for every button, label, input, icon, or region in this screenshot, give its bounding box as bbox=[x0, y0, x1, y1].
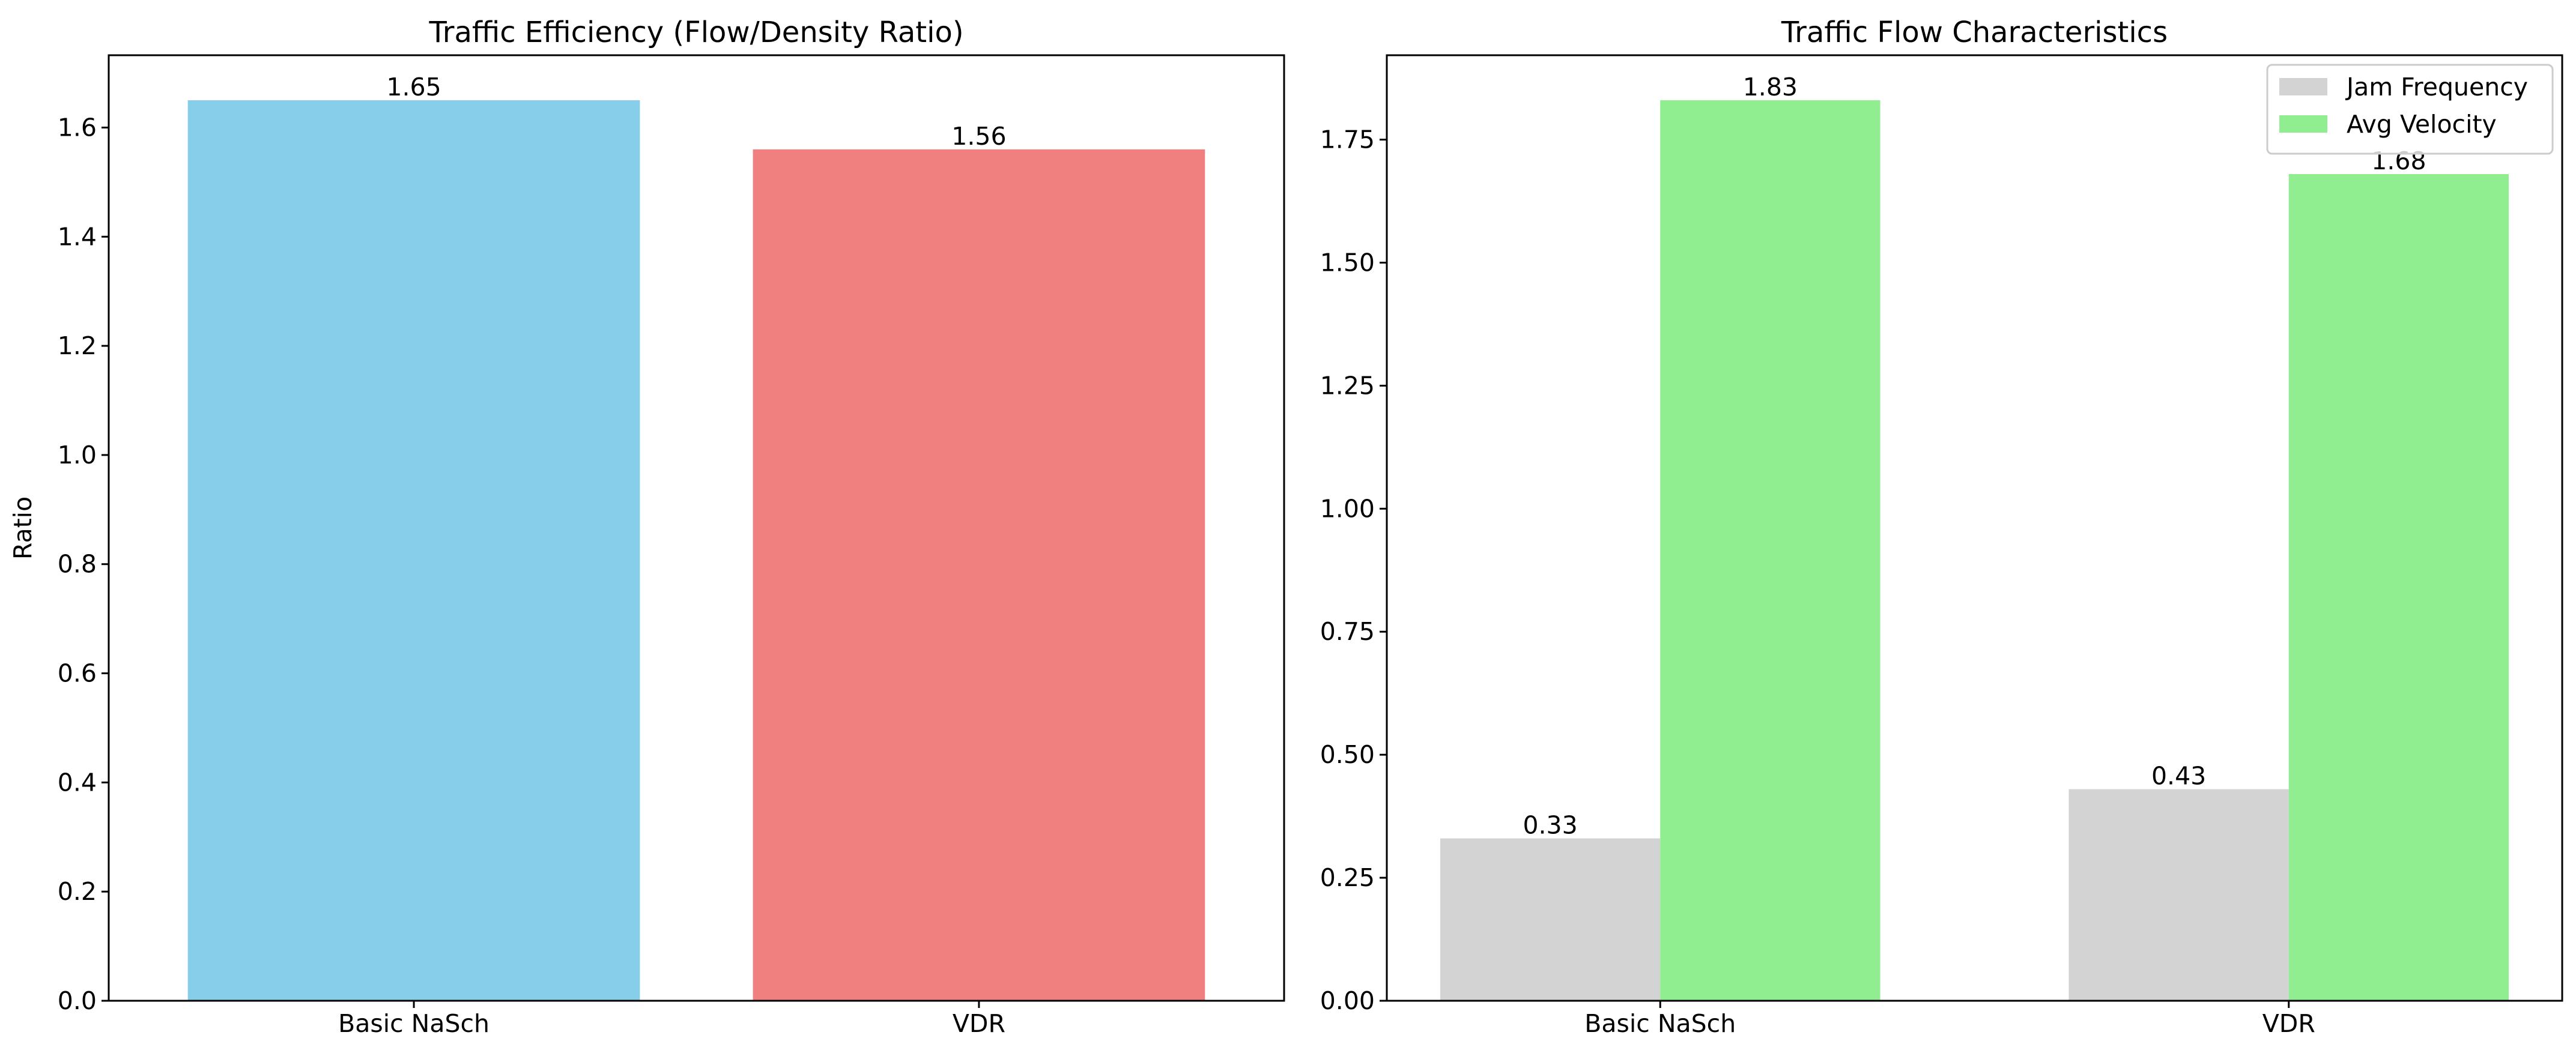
y-tick-label: 0.2 bbox=[58, 877, 97, 906]
chart-title: Traffic Efficiency (Flow/Density Ratio) bbox=[428, 16, 963, 49]
y-tick-label: 0.0 bbox=[58, 986, 97, 1015]
y-tick-label: 0.75 bbox=[1320, 617, 1375, 646]
legend-label: Jam Frequency bbox=[2345, 73, 2528, 101]
y-tick-label: 0.6 bbox=[58, 659, 97, 688]
efficiency-chart: 0.0 0.2 0.4 0.6 0.8 1.0 1.2 1.4 1.6 Traffic Effic… bbox=[8, 16, 1285, 1038]
legend-item: Avg Velocity bbox=[2279, 110, 2497, 139]
bar-value-label: 1.65 bbox=[386, 73, 441, 101]
legend-item: Jam Frequency bbox=[2279, 73, 2528, 101]
x-tick-label: Basic NaSch bbox=[1584, 1009, 1736, 1038]
plot-frame bbox=[108, 54, 1285, 1002]
legend-frame bbox=[2266, 64, 2554, 155]
x-tick-label: VDR bbox=[953, 1009, 1005, 1038]
bar bbox=[1660, 100, 1880, 1001]
bar bbox=[753, 149, 1205, 1001]
y-tick-label: 1.2 bbox=[58, 331, 97, 360]
bar-value-label: 1.83 bbox=[1743, 73, 1798, 101]
y-tick-label: 0.8 bbox=[58, 550, 97, 579]
y-axis-label: Ratio bbox=[8, 496, 37, 560]
bar-value-label: 1.56 bbox=[951, 122, 1006, 151]
y-tick-label: 0.25 bbox=[1320, 863, 1375, 892]
y-tick-label: 1.25 bbox=[1320, 371, 1375, 400]
bar bbox=[187, 100, 640, 1001]
bar bbox=[2288, 173, 2509, 1001]
y-tick-label: 1.6 bbox=[58, 113, 97, 142]
x-tick-label: Basic NaSch bbox=[338, 1009, 489, 1038]
bar-value-label: 0.43 bbox=[2151, 762, 2206, 791]
legend-swatch bbox=[2279, 78, 2327, 95]
y-tick-label: 0.00 bbox=[1320, 986, 1375, 1015]
y-tick-label: 0.50 bbox=[1320, 740, 1375, 769]
plot-frame bbox=[1386, 54, 2563, 1002]
legend-label: Avg Velocity bbox=[2347, 110, 2497, 139]
y-tick-label: 1.50 bbox=[1320, 248, 1375, 277]
y-tick-label: 1.0 bbox=[58, 441, 97, 469]
bar bbox=[1440, 838, 1661, 1001]
legend: Jam Frequency Avg Velocity bbox=[2266, 64, 2554, 155]
flow-characteristics-chart: 0.00 0.25 0.50 0.75 1.00 1.25 1.50 1.75 Traffic … bbox=[1320, 16, 2563, 1038]
chart-title: Traffic Flow Characteristics bbox=[1781, 16, 2168, 49]
y-tick-label: 1.4 bbox=[58, 222, 97, 251]
x-tick-label: VDR bbox=[2262, 1009, 2315, 1038]
bar-value-label: 0.33 bbox=[1523, 811, 1577, 840]
y-tick-label: 0.4 bbox=[58, 768, 97, 797]
y-tick-label: 1.75 bbox=[1320, 125, 1375, 154]
legend-swatch bbox=[2279, 115, 2327, 133]
y-tick-label: 1.00 bbox=[1320, 494, 1375, 523]
bar bbox=[2068, 789, 2289, 1001]
